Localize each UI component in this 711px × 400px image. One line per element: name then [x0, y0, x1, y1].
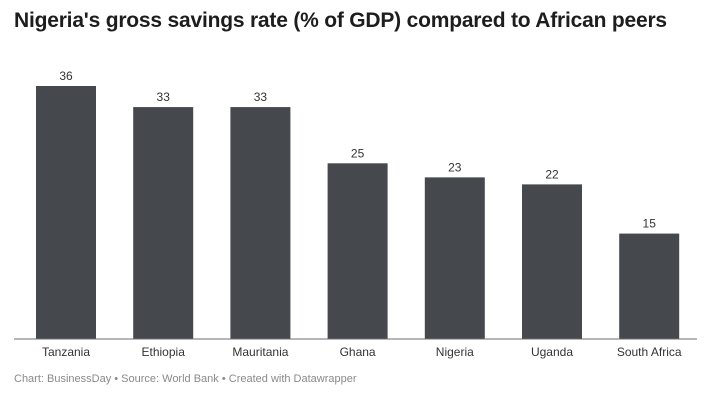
- x-tick-label: South Africa: [617, 345, 682, 359]
- x-tick-label: Tanzania: [42, 345, 90, 359]
- data-label: 25: [351, 146, 365, 160]
- chart-footer: Chart: BusinessDay • Source: World Bank …: [14, 373, 357, 385]
- data-label: 33: [157, 90, 171, 104]
- data-label: 33: [254, 90, 268, 104]
- bar-uganda: [522, 184, 582, 339]
- x-tick-label: Mauritania: [232, 345, 288, 359]
- data-label: 23: [448, 160, 462, 174]
- x-tick-label: Nigeria: [436, 345, 474, 359]
- bar-ghana: [327, 163, 388, 339]
- bar-nigeria: [424, 177, 485, 339]
- chart-title: Nigeria's gross savings rate (% of GDP) …: [14, 9, 667, 32]
- x-tick-label: Ethiopia: [142, 345, 186, 359]
- data-label: 15: [643, 217, 657, 231]
- bar-tanzania: [36, 86, 96, 339]
- x-tick-label: Ghana: [340, 345, 376, 359]
- bar-mauritania: [230, 107, 291, 339]
- bar-south-africa: [619, 233, 680, 339]
- x-tick-label: Uganda: [531, 345, 573, 359]
- bar-ethiopia: [133, 107, 194, 339]
- data-label: 22: [545, 167, 559, 181]
- data-label: 36: [59, 69, 73, 83]
